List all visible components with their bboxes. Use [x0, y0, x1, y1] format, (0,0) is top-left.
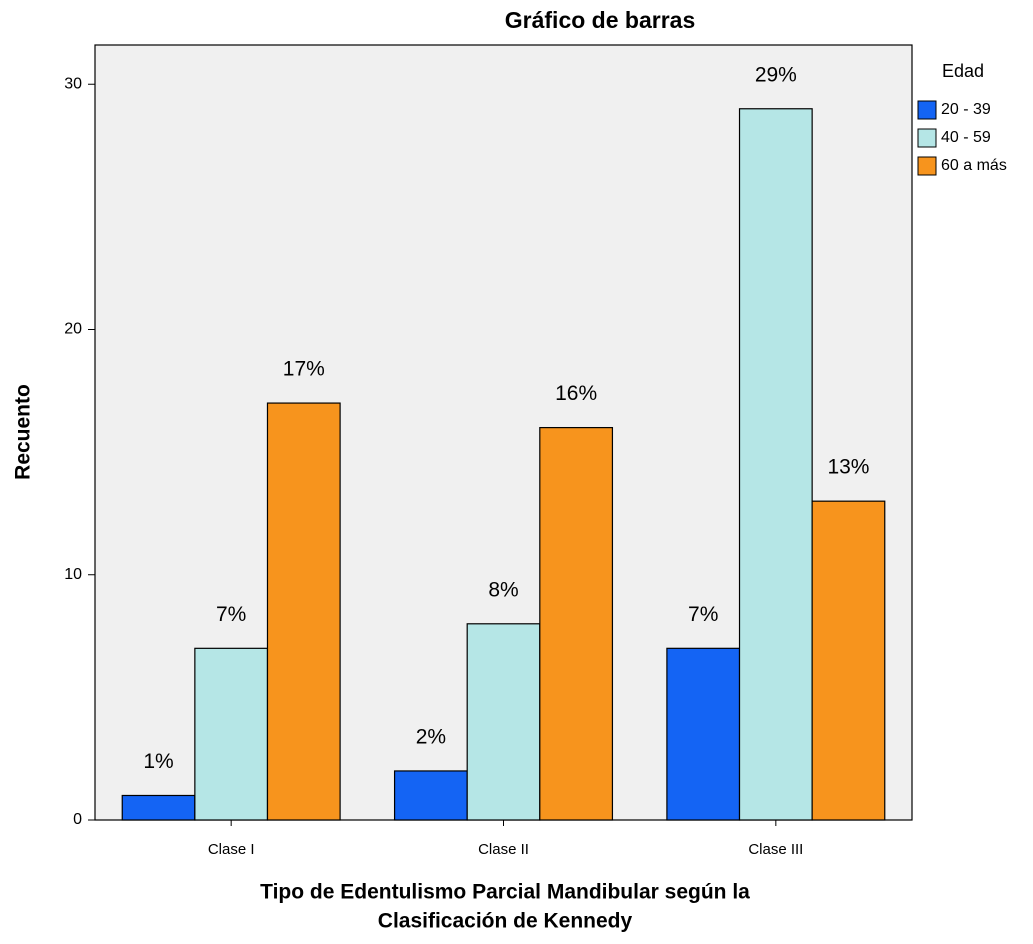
- bar: [393, 770, 468, 821]
- x-tick-label: Clase II: [478, 841, 529, 858]
- value-label: 7%: [216, 603, 246, 626]
- x-tick-label: Clase III: [748, 841, 803, 858]
- value-label: 13%: [827, 456, 869, 479]
- bar: [811, 500, 886, 821]
- bar: [738, 108, 813, 821]
- bar: [194, 647, 269, 821]
- x-axis-label: Tipo de Edentulismo Parcial Mandibular s…: [260, 881, 750, 904]
- legend-label: 40 - 59: [941, 129, 991, 146]
- value-label: 1%: [143, 750, 173, 773]
- y-tick-label: 20: [64, 321, 82, 338]
- bar: [266, 402, 341, 821]
- bar: [121, 794, 196, 821]
- bar: [666, 647, 741, 821]
- legend-swatch: [917, 156, 937, 176]
- y-tick-label: 0: [73, 811, 82, 828]
- value-label: 29%: [755, 63, 797, 86]
- chart-title: Gráfico de barras: [505, 7, 695, 33]
- x-axis-label: Clasificación de Kennedy: [378, 910, 633, 933]
- bar: [539, 426, 614, 821]
- legend-label: 60 a más: [941, 157, 1007, 174]
- x-tick-label: Clase I: [208, 841, 255, 858]
- y-axis-label: Recuento: [12, 384, 35, 480]
- value-label: 2%: [416, 725, 446, 748]
- value-label: 16%: [555, 382, 597, 405]
- value-label: 17%: [283, 358, 325, 381]
- legend-title: Edad: [942, 61, 984, 81]
- legend-swatch: [917, 128, 937, 148]
- value-label: 8%: [488, 578, 518, 601]
- value-label: 7%: [688, 603, 718, 626]
- y-tick-label: 10: [64, 566, 82, 583]
- bar: [466, 623, 541, 821]
- legend-label: 20 - 39: [941, 101, 991, 118]
- legend-swatch: [917, 100, 937, 120]
- y-tick-label: 30: [64, 75, 82, 92]
